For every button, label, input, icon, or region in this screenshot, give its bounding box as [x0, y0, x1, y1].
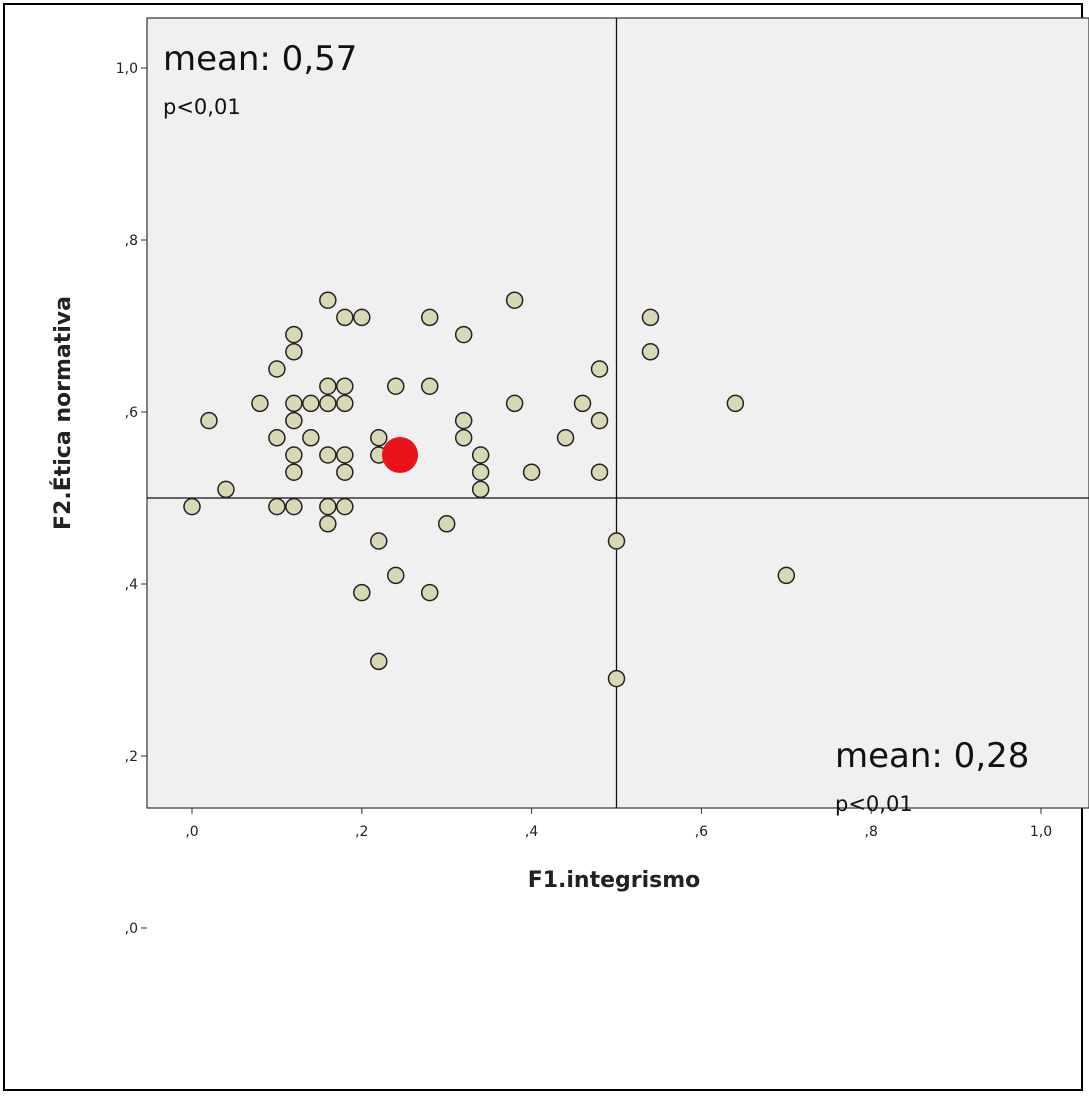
scatter-point [302, 429, 320, 447]
scatter-point [454, 325, 473, 344]
p-value-annotation: p<0,01 [163, 95, 241, 119]
scatter-point [285, 394, 303, 413]
scatter-point [420, 308, 439, 327]
scatter-point [590, 360, 609, 378]
scatter-point [353, 583, 371, 602]
axes: ,0 ,2 ,4 ,6 ,8 1,0 ,0 ,2 ,4 ,6 ,8 1,0 [116, 61, 1052, 937]
scatter-point [200, 411, 218, 430]
y-tick-label: 1,0 [116, 61, 138, 77]
mean-annotation: mean: 0,28 [835, 736, 1029, 776]
scatter-point [370, 532, 388, 550]
scatter-point [336, 377, 354, 395]
scatter-point [471, 446, 490, 464]
x-axis-title: F1.integrismo [528, 868, 701, 893]
scatter-point [336, 394, 354, 413]
x-tick-label: 1,0 [1030, 824, 1052, 840]
scatter-point [641, 343, 660, 361]
y-tick-label: ,2 [125, 749, 138, 765]
scatter-point [268, 429, 286, 447]
scatter-point [336, 446, 354, 464]
scatter-point [183, 497, 201, 516]
scatter-point [319, 377, 337, 395]
y-tick-label: ,0 [125, 921, 138, 937]
scatter-point [285, 411, 303, 430]
scatter-point [590, 463, 609, 481]
scatter-point [217, 480, 235, 499]
scatter-point [607, 669, 626, 688]
x-tick-label: ,4 [525, 824, 538, 840]
scatter-point [302, 394, 320, 413]
scatter-point [454, 411, 473, 430]
scatter-point [285, 325, 303, 344]
y-tick-label: ,8 [125, 233, 138, 249]
scatter-point [268, 360, 286, 378]
scatter-point [285, 446, 303, 464]
scatter-point [285, 463, 303, 481]
highlight-point [382, 437, 419, 473]
plot-area [146, 17, 1089, 809]
scatter-point [556, 429, 575, 447]
scatter-point [454, 429, 473, 447]
y-tick-label: ,4 [125, 577, 138, 593]
scatter-point [607, 532, 626, 550]
x-tick-label: ,6 [695, 824, 708, 840]
scatter-point [471, 463, 490, 481]
scatter-point [641, 308, 660, 327]
scatter-point [319, 394, 337, 413]
mean-annotation: mean: 0,57 [163, 39, 357, 79]
scatter-point [726, 394, 745, 413]
scatter-point [505, 394, 524, 413]
scatter-point [285, 497, 303, 516]
scatter-point [319, 515, 337, 533]
x-tick-label: ,0 [185, 824, 198, 840]
x-tick-label: ,2 [355, 824, 368, 840]
x-tick-label: ,8 [865, 824, 878, 840]
scatter-point [353, 308, 371, 327]
scatter-point [387, 377, 405, 395]
scatter-point [370, 429, 388, 447]
scatter-point [522, 463, 541, 481]
scatter-point [336, 308, 354, 327]
scatter-point [437, 515, 456, 533]
y-tick-label: ,6 [125, 405, 138, 421]
scatter-point [590, 411, 609, 430]
scatter-point [336, 463, 354, 481]
scatter-point [420, 583, 439, 602]
scatter-point [387, 566, 405, 585]
scatter-point [336, 497, 354, 516]
scatter-point [285, 343, 303, 361]
scatter-point [319, 446, 337, 464]
scatter-point [319, 497, 337, 516]
annotations: mean: 0,57 p<0,01 mean: 0,28 p<0,01 [163, 39, 1029, 816]
scatter-point [505, 291, 524, 309]
scatter-point [268, 497, 286, 516]
scatter-point [777, 566, 796, 585]
y-axis-title: F2.Ética normativa [50, 296, 76, 530]
scatter-point [420, 377, 439, 395]
scatter-point [573, 394, 592, 413]
scatter-point [471, 480, 490, 499]
data-points [183, 291, 796, 688]
scatter-point [370, 652, 388, 671]
scatter-point [319, 291, 337, 309]
scatter-point [251, 394, 269, 413]
p-value-annotation: p<0,01 [835, 792, 913, 816]
